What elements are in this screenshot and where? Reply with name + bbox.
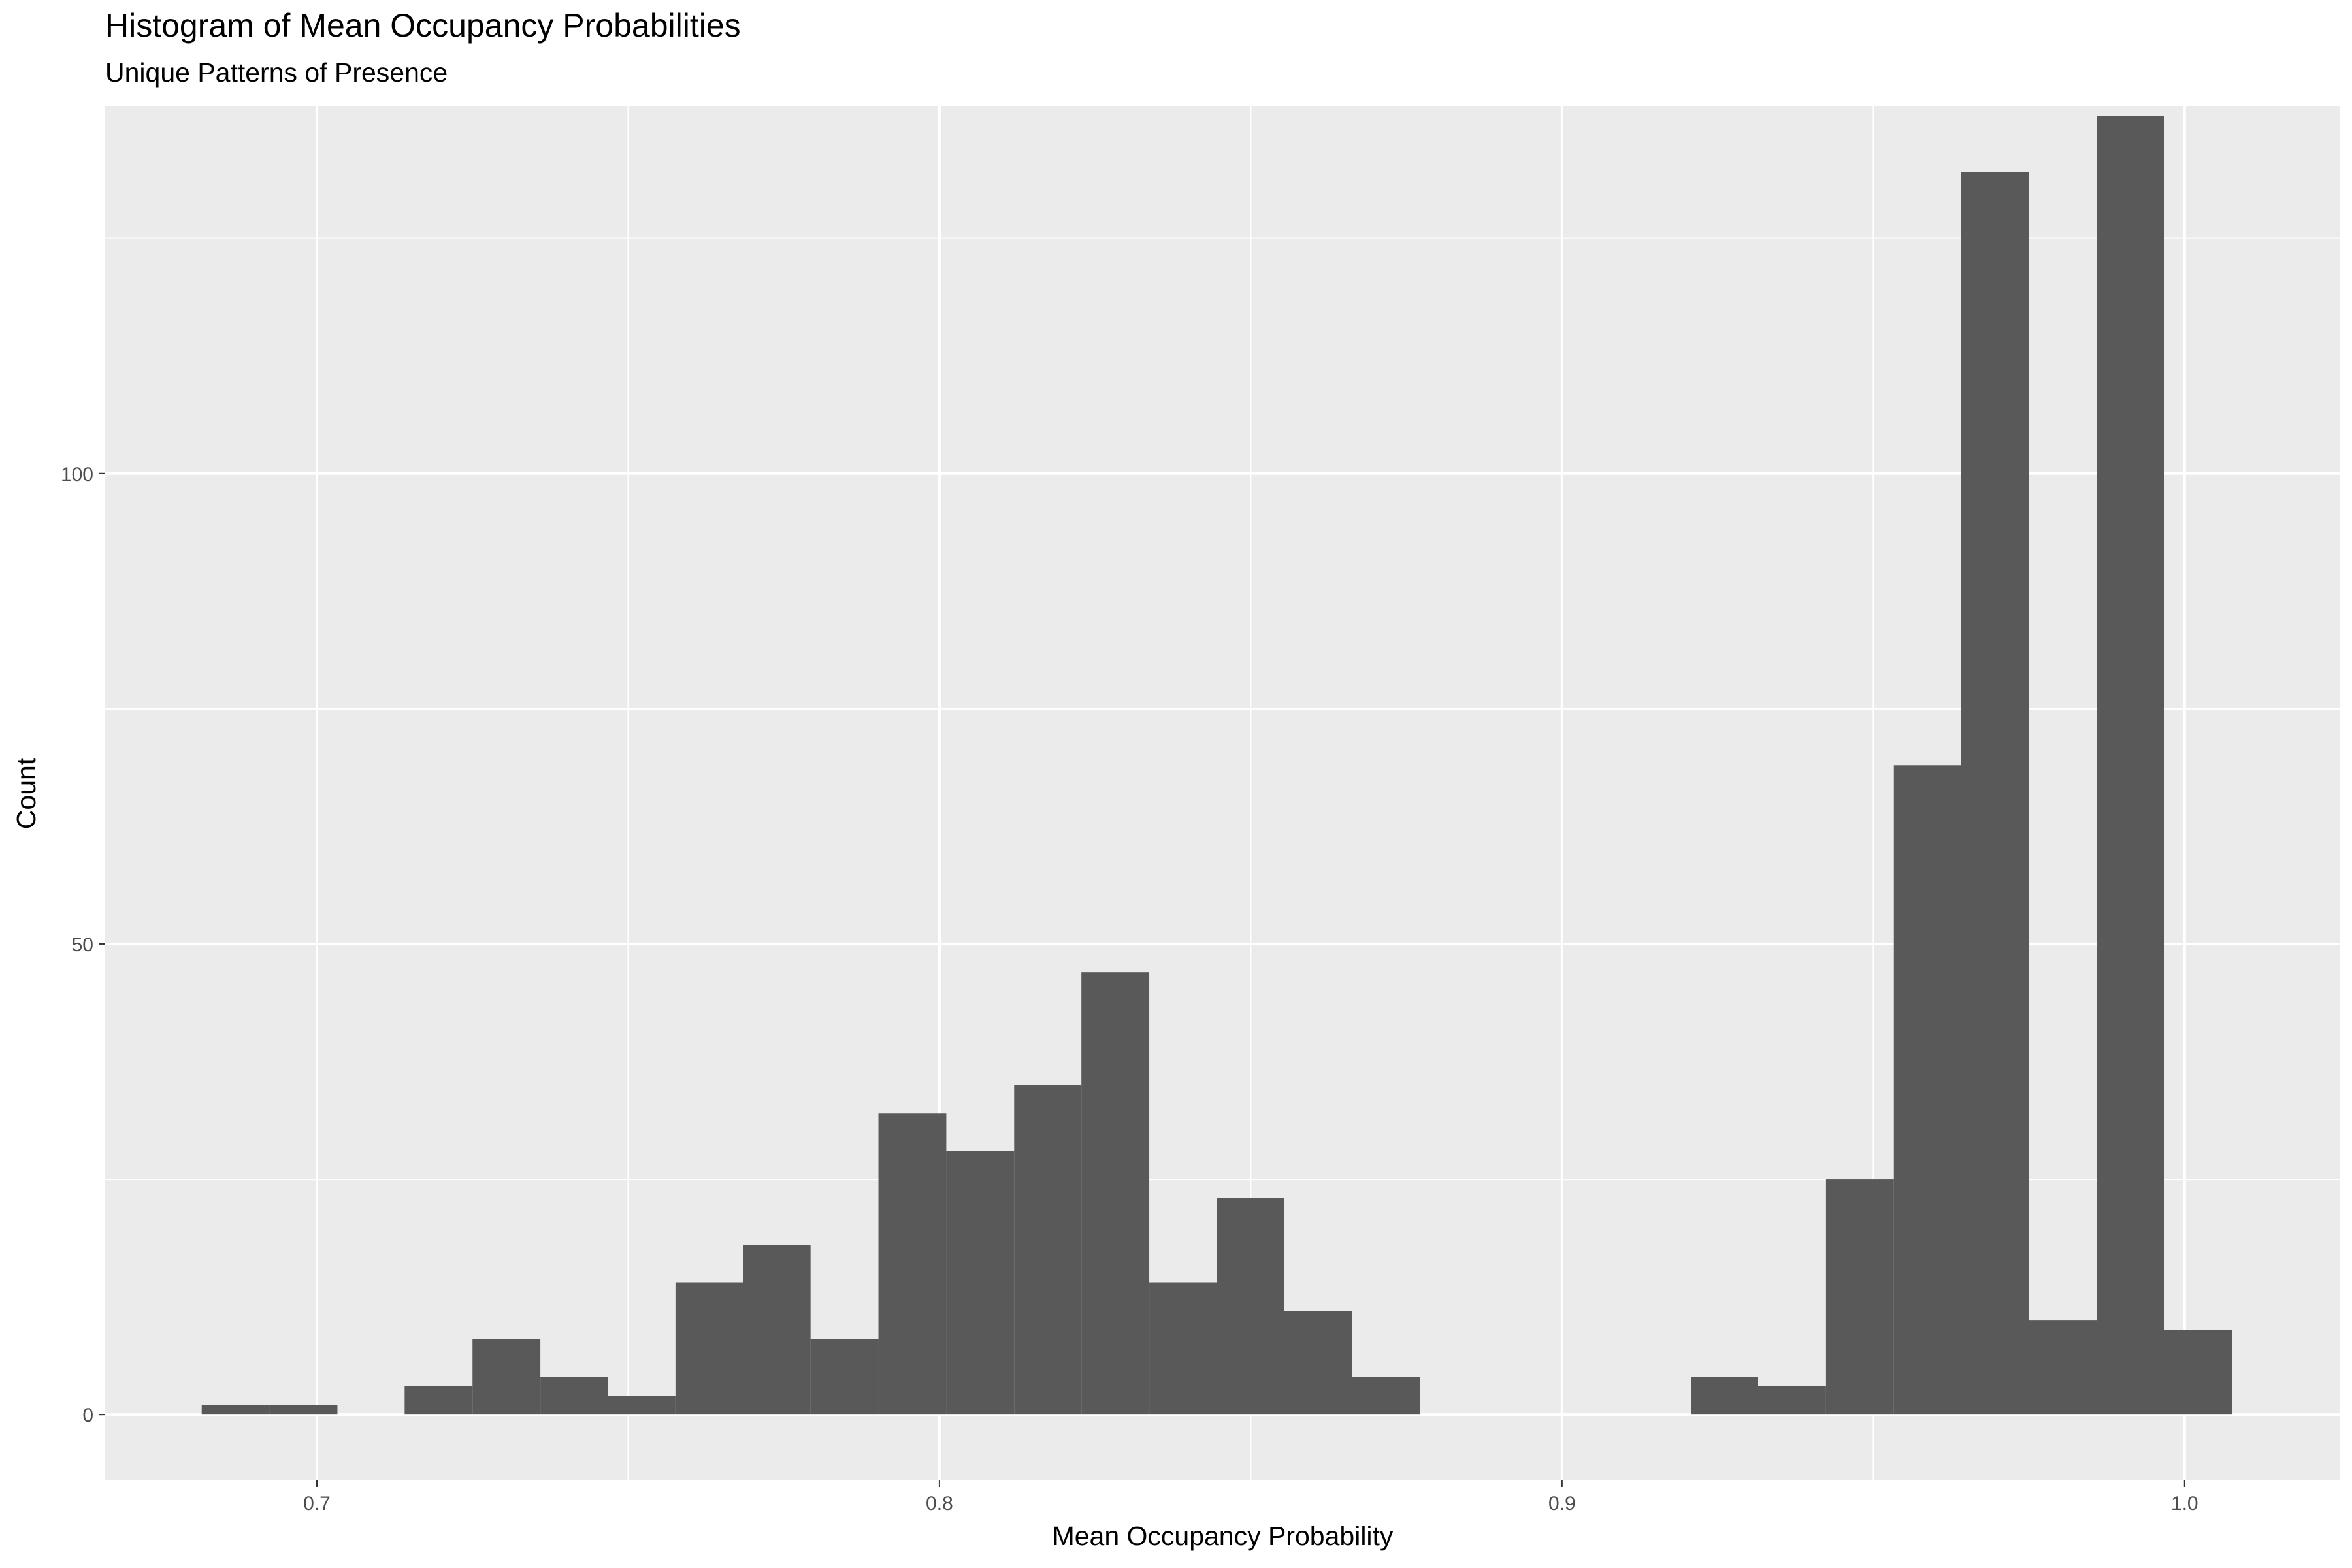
histogram-bar bbox=[1081, 972, 1150, 1415]
histogram-bar bbox=[675, 1282, 743, 1415]
x-tick-label: 0.8 bbox=[926, 1493, 953, 1514]
histogram-bar bbox=[1217, 1198, 1284, 1415]
histogram-bar bbox=[2097, 116, 2164, 1415]
histogram-bar bbox=[1691, 1377, 1759, 1415]
x-tick-label: 0.9 bbox=[1548, 1493, 1576, 1514]
y-tick-label: 50 bbox=[72, 934, 93, 956]
histogram-bar bbox=[201, 1405, 270, 1415]
histogram-bar bbox=[2164, 1330, 2232, 1415]
x-axis: 0.7 0.8 0.9 1.0 bbox=[303, 1480, 2198, 1514]
y-axis: 0 50 100 bbox=[61, 464, 105, 1426]
histogram-bar bbox=[1149, 1282, 1217, 1415]
histogram-bar bbox=[1758, 1386, 1826, 1415]
histogram-bar bbox=[608, 1396, 676, 1415]
histogram-bar bbox=[1284, 1311, 1352, 1415]
histogram-bar bbox=[1893, 765, 1961, 1415]
chart-title: Histogram of Mean Occupancy Probabilitie… bbox=[105, 7, 741, 44]
x-tick-label: 1.0 bbox=[2171, 1493, 2198, 1514]
y-tick-label: 0 bbox=[82, 1405, 93, 1426]
histogram-bar bbox=[269, 1405, 338, 1415]
y-tick-label: 100 bbox=[61, 464, 93, 485]
x-tick-label: 0.7 bbox=[303, 1493, 331, 1514]
histogram-bar bbox=[540, 1377, 608, 1415]
histogram-bar bbox=[743, 1245, 811, 1415]
histogram-bar bbox=[2029, 1320, 2097, 1415]
histogram-bar bbox=[946, 1151, 1015, 1415]
histogram-bar bbox=[1825, 1179, 1894, 1415]
y-axis-title: Count bbox=[11, 757, 41, 829]
histogram-bar bbox=[1961, 172, 2029, 1415]
x-axis-title: Mean Occupancy Probability bbox=[1053, 1521, 1394, 1551]
histogram-bar bbox=[878, 1113, 947, 1415]
chart-subtitle: Unique Patterns of Presence bbox=[105, 57, 448, 88]
histogram-bars bbox=[201, 116, 2232, 1415]
histogram-bar bbox=[1352, 1377, 1420, 1415]
histogram-bar bbox=[472, 1339, 541, 1415]
histogram-bar bbox=[404, 1386, 473, 1415]
histogram-bar bbox=[1014, 1085, 1082, 1415]
histogram-bar bbox=[810, 1339, 879, 1415]
